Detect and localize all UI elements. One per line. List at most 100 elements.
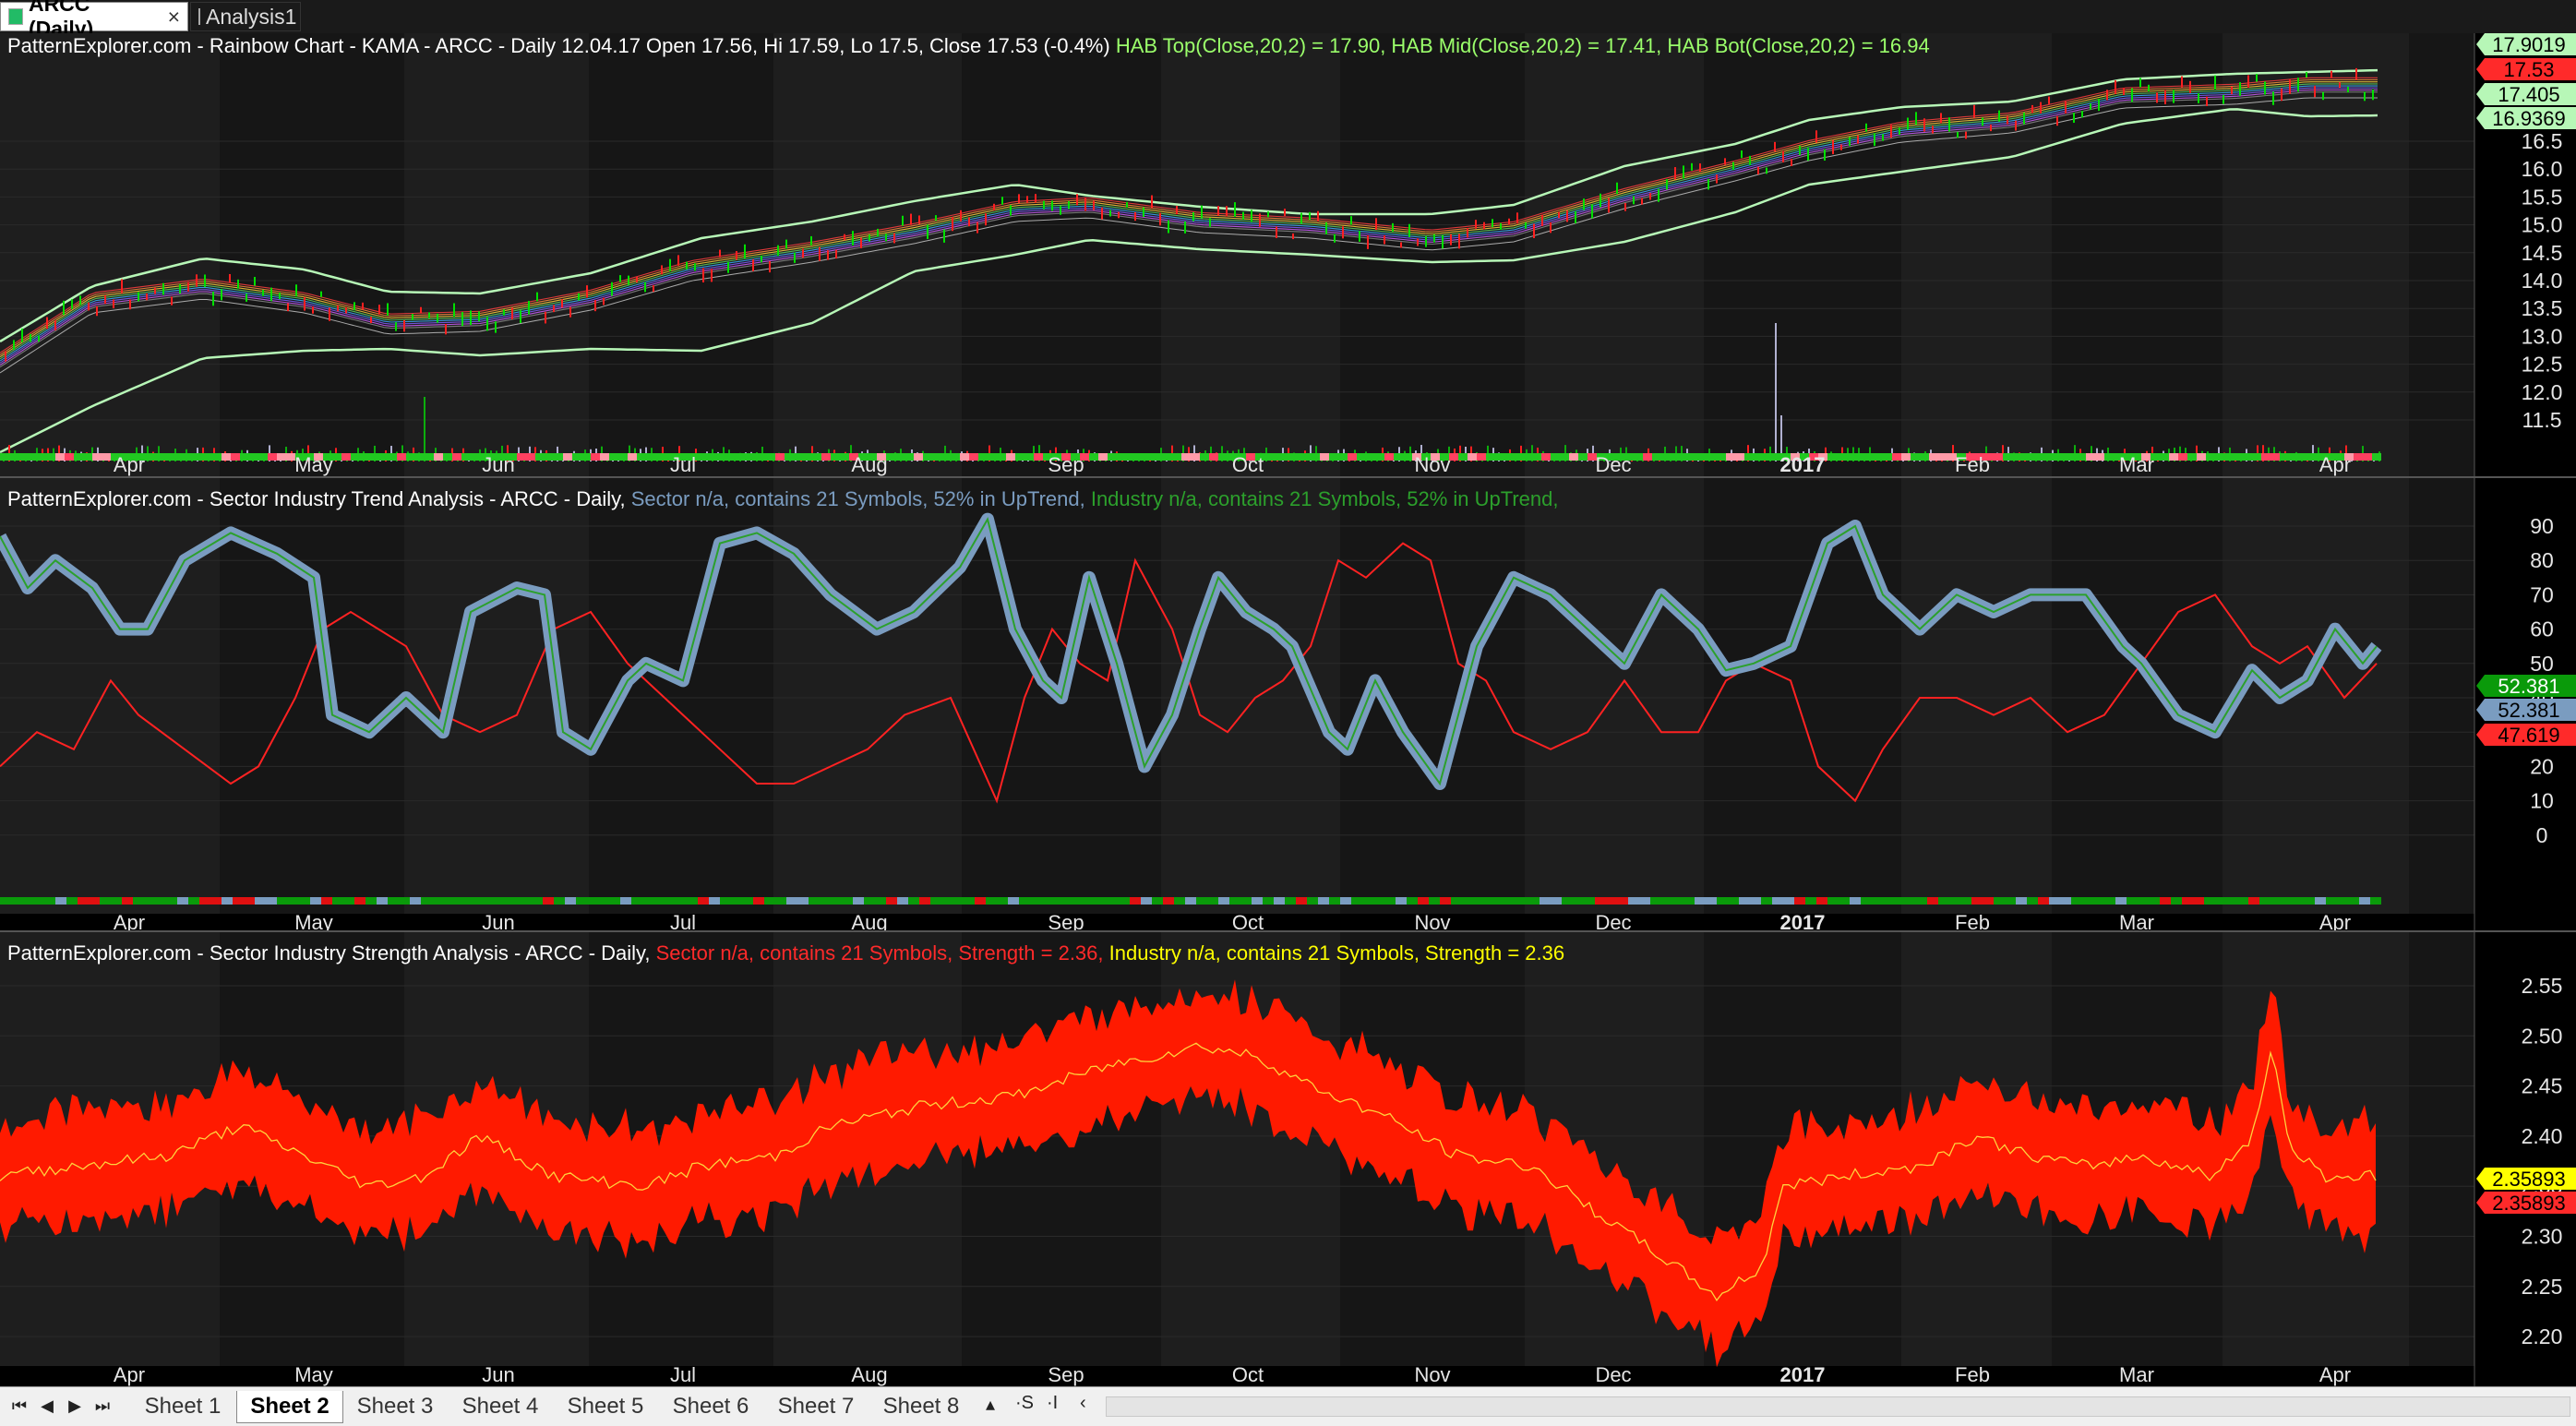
strength-industry-legend: Industry n/a, contains 21 Symbols, Stren… (1104, 941, 1565, 965)
sheet-tab-6[interactable]: Sheet 6 (672, 1394, 749, 1419)
y-axis-tick: 10 (2530, 789, 2554, 813)
rainbow-pane[interactable]: PatternExplorer.com - Rainbow Chart - KA… (0, 33, 2576, 476)
strength-sector-legend: Sector n/a, contains 21 Symbols, Strengt… (651, 941, 1104, 965)
close-icon[interactable]: × (167, 4, 180, 29)
x-axis-label: Dec (1595, 1363, 1631, 1386)
x-axis-label: Nov (1414, 911, 1450, 934)
x-axis-label: Apr (2319, 911, 2351, 934)
x-axis-label: Apr (2319, 453, 2351, 476)
x-axis-label: Dec (1595, 453, 1631, 476)
x-axis-label: Oct (1232, 453, 1264, 476)
scale-i-button[interactable]: ·I (1047, 1393, 1059, 1413)
y-axis-tick: 80 (2530, 548, 2554, 572)
first-sheet-button[interactable]: ⏮ (11, 1396, 28, 1415)
price-badge: 17.405 (2476, 83, 2576, 106)
svg-text:PatternExplorer.com - Rainbow: PatternExplorer.com - Rainbow Chart - KA… (7, 34, 1930, 57)
x-axis-label: Dec (1595, 911, 1631, 934)
tab-analysis1[interactable]: Analysis1 (190, 2, 301, 31)
sheet-tab-3[interactable]: Sheet 3 (356, 1394, 434, 1419)
x-axis-label: Jun (482, 911, 514, 934)
chart-icon (198, 8, 200, 25)
price-badge: 52.381 (2476, 675, 2576, 698)
y-axis-tick: 15.5 (2522, 185, 2563, 209)
x-axis-label: Apr (114, 1363, 145, 1386)
chart-area[interactable]: PatternExplorer.com - Rainbow Chart - KA… (0, 33, 2576, 1386)
svg-text:2.35893: 2.35893 (2492, 1168, 2566, 1191)
prev-sheet-button[interactable]: ◀ (41, 1396, 54, 1415)
y-axis-tick: 2.25 (2522, 1275, 2563, 1299)
y-axis-tick: 12.0 (2522, 380, 2563, 404)
x-axis-label: Nov (1414, 453, 1450, 476)
trend-title: PatternExplorer.com - Sector Industry Tr… (7, 487, 626, 510)
y-axis-tick: 20 (2530, 754, 2554, 778)
y-axis-tick: 2.20 (2522, 1324, 2563, 1348)
x-axis-label: Aug (851, 911, 887, 934)
scroll-up-icon[interactable]: ▴ (986, 1395, 996, 1415)
chart-canvas[interactable]: PatternExplorer.com - Rainbow Chart - KA… (0, 33, 2576, 1386)
x-axis-label: Jul (670, 453, 696, 476)
x-axis-label: Oct (1232, 1363, 1264, 1386)
document-tab-bar: ARCC (Daily) × Analysis1 (0, 0, 2576, 41)
scale-s-button[interactable]: ·S (1015, 1393, 1034, 1413)
sheet-tab-2[interactable]: Sheet 2 (236, 1391, 343, 1423)
strength-pane[interactable]: PatternExplorer.com - Sector Industry St… (0, 932, 2576, 1386)
svg-text:17.9019: 17.9019 (2492, 33, 2566, 56)
x-axis-label: Apr (114, 911, 145, 934)
scroll-left-icon[interactable]: ‹ (1080, 1393, 1086, 1413)
y-axis-tick: 50 (2530, 652, 2554, 676)
sheet-tab-8[interactable]: Sheet 8 (882, 1394, 960, 1419)
svg-text:52.381: 52.381 (2498, 675, 2559, 698)
x-axis-label: 2017 (1780, 453, 1826, 476)
sheet-tab-7[interactable]: Sheet 7 (777, 1394, 855, 1419)
x-axis-label: May (294, 1363, 333, 1386)
hab-legend: HAB Top(Close,20,2) = 17.90, HAB Mid(Clo… (1110, 34, 1930, 57)
x-axis-label: Mar (2119, 453, 2154, 476)
tab-arcc-daily[interactable]: ARCC (Daily) × (0, 0, 188, 41)
x-axis-label: 2017 (1780, 911, 1826, 934)
x-axis-label: Feb (1955, 911, 1990, 934)
strength-title: PatternExplorer.com - Sector Industry St… (7, 941, 651, 965)
x-axis-label: Mar (2119, 911, 2154, 934)
y-axis-tick: 14.5 (2522, 241, 2563, 265)
svg-text:52.381: 52.381 (2498, 699, 2559, 722)
trend-sector-legend: Sector n/a, contains 21 Symbols, 52% in … (626, 487, 1085, 510)
sheet-tab-5[interactable]: Sheet 5 (567, 1394, 644, 1419)
y-axis-tick: 13.0 (2522, 324, 2563, 348)
price-badge: 47.619 (2476, 724, 2576, 747)
svg-text:16.9369: 16.9369 (2492, 107, 2566, 130)
x-axis-label: Sep (1048, 911, 1084, 934)
y-axis-tick: 0 (2536, 823, 2548, 847)
sheet-tab-bar: ⏮ ◀ ▶ ⏭ Sheet 1 Sheet 2 Sheet 3 Sheet 4 … (0, 1386, 2576, 1426)
x-axis-label: Jul (670, 1363, 696, 1386)
x-axis-label: Feb (1955, 453, 1990, 476)
price-badge: 17.53 (2476, 58, 2576, 81)
y-axis-tick: 11.5 (2522, 408, 2561, 432)
x-axis-label: Feb (1955, 1363, 1990, 1386)
svg-text:17.53: 17.53 (2503, 58, 2554, 81)
last-sheet-button[interactable]: ⏭ (94, 1396, 111, 1415)
sheet-tab-4[interactable]: Sheet 4 (461, 1394, 539, 1419)
x-axis-label: Jul (670, 911, 696, 934)
svg-text:2.35893: 2.35893 (2492, 1192, 2566, 1215)
next-sheet-button[interactable]: ▶ (68, 1396, 81, 1415)
y-axis-tick: 12.5 (2522, 353, 2563, 377)
x-axis-label: Nov (1414, 1363, 1450, 1386)
y-axis-tick: 13.5 (2522, 296, 2563, 320)
horizontal-scrollbar[interactable] (1106, 1396, 2570, 1417)
x-axis-label: Oct (1232, 911, 1264, 934)
x-axis-label: May (294, 911, 333, 934)
svg-text:47.619: 47.619 (2498, 724, 2559, 747)
y-axis-tick: 2.40 (2522, 1124, 2563, 1148)
y-axis-tick: 15.0 (2522, 213, 2563, 237)
y-axis-tick: 60 (2530, 617, 2554, 641)
x-axis-label: Jun (482, 1363, 514, 1386)
svg-text:PatternExplorer.com - Sector I: PatternExplorer.com - Sector Industry St… (7, 941, 1564, 965)
x-axis-label: Sep (1048, 453, 1084, 476)
x-axis-label: Aug (851, 1363, 887, 1386)
x-axis-label: Mar (2119, 1363, 2154, 1386)
price-badge: 17.9019 (2476, 33, 2576, 56)
y-axis-tick: 2.55 (2522, 974, 2563, 998)
price-badge: 2.35893 (2476, 1168, 2576, 1191)
sheet-tab-1[interactable]: Sheet 1 (144, 1394, 222, 1419)
trend-pane[interactable]: PatternExplorer.com - Sector Industry Tr… (0, 478, 2576, 934)
